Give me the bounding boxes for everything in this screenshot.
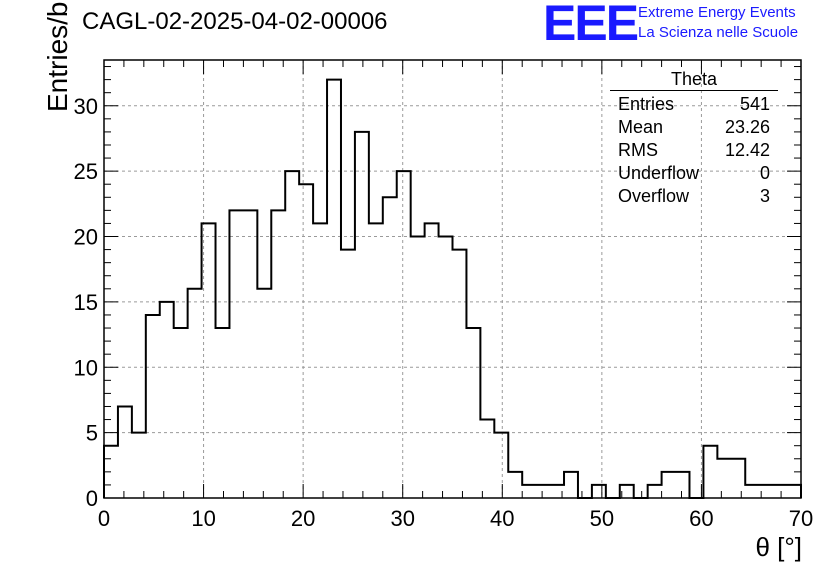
x-tick-label: 50 (590, 506, 614, 531)
histogram-bin (717, 459, 731, 498)
histogram-bin (662, 472, 676, 498)
eee-logo: EEE (543, 0, 639, 51)
histogram-series (103, 78, 802, 499)
stats-label: RMS (618, 140, 658, 160)
histogram-bin (787, 485, 801, 498)
stats-value: 23.26 (724, 117, 770, 137)
histogram-bin (731, 459, 745, 498)
stats-label: Overflow (618, 186, 690, 206)
y-tick-label: 25 (74, 159, 98, 184)
stats-value: 3 (759, 186, 770, 206)
stats-box: Theta Entries 541 Mean 23.26 RMS 12.42 U… (610, 68, 778, 208)
histogram-bin (439, 237, 453, 498)
stats-row-overflow: Overflow 3 (610, 185, 778, 208)
histogram-bin (745, 485, 759, 498)
stats-value: 541 (739, 94, 770, 114)
histogram-bin (257, 289, 271, 498)
y-tick-label: 30 (74, 94, 98, 119)
histogram-bin (383, 197, 397, 498)
stats-row-underflow: Underflow 0 (610, 162, 778, 185)
x-tick-label: 20 (291, 506, 315, 531)
stats-value: 0 (759, 163, 770, 183)
histogram-bin (285, 171, 299, 498)
histogram-bin (466, 328, 480, 498)
histogram-bin (313, 223, 327, 498)
histogram-bin (271, 210, 285, 498)
y-tick-label: 20 (74, 225, 98, 250)
plot-frame (103, 59, 802, 499)
stats-row-rms: RMS 12.42 (610, 139, 778, 162)
x-axis-label: θ [°] (755, 532, 802, 562)
x-tick-label: 40 (490, 506, 514, 531)
histogram-bin (146, 315, 160, 498)
histogram-bin (118, 406, 132, 498)
histogram-bin (369, 223, 383, 498)
chart-title: CAGL-02-2025-04-02-00006 (82, 8, 388, 35)
histogram-bin (564, 472, 578, 498)
x-tick-label: 60 (689, 506, 713, 531)
histogram-bin (522, 485, 536, 498)
y-tick-label: 0 (86, 486, 98, 511)
stats-label: Entries (618, 94, 675, 114)
stats-label: Mean (618, 117, 664, 137)
y-tick-label: 5 (86, 421, 98, 446)
histogram-bin (536, 485, 550, 498)
histogram-bin (216, 328, 230, 498)
histogram-bin (327, 80, 341, 498)
histogram-bin (425, 223, 439, 498)
histogram-bin (243, 210, 257, 498)
histogram-bin (773, 485, 787, 498)
stats-row-entries: Entries 541 (610, 93, 778, 116)
x-tick-label: 10 (191, 506, 215, 531)
stats-value: 12.42 (724, 140, 770, 160)
x-tick-label: 0 (98, 506, 110, 531)
histogram-bin (480, 420, 494, 498)
histogram-bin (397, 171, 411, 498)
histogram-bin (188, 289, 202, 498)
histogram-bin (174, 328, 188, 498)
x-tick-label: 30 (390, 506, 414, 531)
y-tick-label: 15 (74, 290, 98, 315)
histogram-bin (202, 223, 216, 498)
histogram-bin (648, 485, 662, 498)
histogram-bin (592, 485, 606, 498)
histogram-bin (676, 472, 690, 498)
stats-row-mean: Mean 23.26 (610, 116, 778, 139)
histogram-bin (494, 433, 508, 498)
histogram-bin (229, 210, 243, 498)
stats-title: Theta (610, 68, 778, 91)
histogram-bin (355, 132, 369, 498)
logo-caption-line1: Extreme Energy Events (638, 4, 796, 21)
x-tick-label: 70 (789, 506, 813, 531)
histogram-bin (411, 237, 425, 498)
histogram-bin (132, 433, 146, 498)
stats-label: Underflow (618, 163, 700, 183)
histogram-bin (160, 302, 174, 498)
histogram-bin (341, 250, 355, 498)
logo-caption-line2: La Scienza nelle Scuole (638, 24, 799, 41)
histogram-bin (299, 184, 313, 498)
histogram-bin (703, 446, 717, 498)
histogram-bin (453, 250, 467, 498)
y-tick-label: 10 (74, 355, 98, 380)
histogram-bin (508, 472, 522, 498)
